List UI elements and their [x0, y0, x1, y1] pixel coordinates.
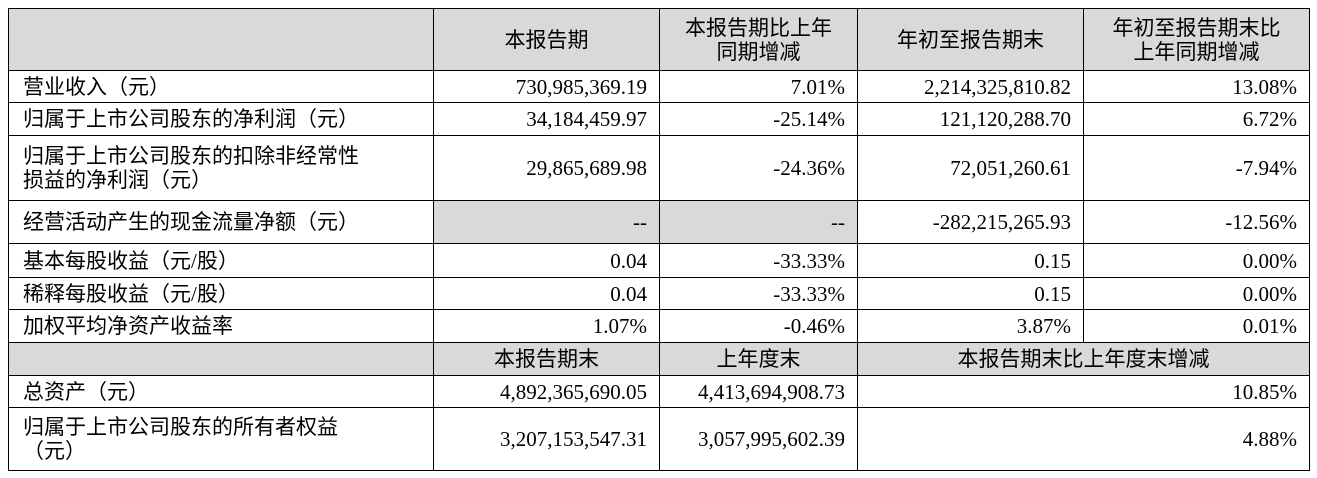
table-cell: -24.36%: [659, 135, 858, 201]
table-cell: 13.08%: [1083, 70, 1310, 103]
table-cell: 4.88%: [857, 407, 1310, 471]
table-cell: 3,207,153,547.31: [433, 407, 660, 471]
table-cell: -7.94%: [1083, 135, 1310, 201]
cell-line: 加权平均净资产收益率: [23, 314, 233, 338]
table-body: 本报告期 本报告期比上年 同期增减 年初至报告期末 年初至报告期末比 上年同期增减 营业收入…: [8, 8, 1310, 471]
cell-line: 经营活动产生的现金流量净额（元）: [23, 210, 359, 234]
cell-line: 归属于上市公司股东的净利润（元）: [23, 107, 359, 131]
table-cell: 0.15: [857, 277, 1084, 310]
table-cell: 1.07%: [433, 309, 660, 343]
table-cell: 经营活动产生的现金流量净额（元）: [8, 200, 434, 244]
table-cell: 29,865,689.98: [433, 135, 660, 201]
table-cell: 730,985,369.19: [433, 70, 660, 103]
table-row: 营业收入（元） 730,985,369.19 7.01% 2,214,325,810.…: [8, 70, 1310, 103]
table-cell: 6.72%: [1083, 102, 1310, 136]
table-cell: 72,051,260.61: [857, 135, 1084, 201]
table-cell: 归属于上市公司股东的扣除非经常性 损益的净利润（元）: [8, 135, 434, 201]
table-cell: -282,215,265.93: [857, 200, 1084, 244]
table-cell: 本报告期末: [433, 342, 660, 376]
cell-line: 稀释每股收益（元/股）: [23, 281, 239, 306]
cell-line: 总资产（元）: [23, 379, 149, 404]
table-cell: 10.85%: [857, 375, 1310, 408]
table-row: 总资产（元） 4,892,365,690.05 4,413,694,908.73 10…: [8, 375, 1310, 408]
cell-line: 营业收入（元）: [23, 74, 170, 99]
table-cell: --: [659, 200, 858, 244]
table-cell: 3,057,995,602.39: [659, 407, 858, 471]
table-cell: 总资产（元）: [8, 375, 434, 408]
cell-line: 归属于上市公司股东的所有者权益: [23, 415, 338, 439]
table-cell: 本报告期末比上年度末增减: [857, 342, 1310, 376]
table-cell: 0.00%: [1083, 243, 1310, 278]
table-cell: -12.56%: [1083, 200, 1310, 244]
table-cell: 营业收入（元）: [8, 70, 434, 103]
table-cell: [8, 342, 434, 376]
table-cell: -33.33%: [659, 277, 858, 310]
financial-table: 本报告期 本报告期比上年 同期增减 年初至报告期末 年初至报告期末比 上年同期增减 营业收入…: [8, 8, 1310, 471]
table-cell: 34,184,459.97: [433, 102, 660, 136]
table-row: 经营活动产生的现金流量净额（元） -- -- -282,215,265.93 -12.5…: [8, 200, 1310, 244]
table-cell: 加权平均净资产收益率: [8, 309, 434, 343]
table-cell: 0.00%: [1083, 277, 1310, 310]
cell-line: 年初至报告期末: [897, 27, 1044, 52]
cell-line: 同期增减: [716, 39, 801, 64]
cell-line: 上年同期增减: [1133, 39, 1260, 64]
table-cell: 4,413,694,908.73: [659, 375, 858, 408]
table-row: 加权平均净资产收益率 1.07% -0.46% 3.87% 0.01%: [8, 309, 1310, 343]
table-cell: 121,120,288.70: [857, 102, 1084, 136]
table-row: 本报告期末 上年度末 本报告期末比上年度末增减: [8, 342, 1310, 376]
table-row: 归属于上市公司股东的扣除非经常性 损益的净利润（元） 29,865,689.98 -2…: [8, 135, 1310, 201]
table-cell: --: [433, 200, 660, 244]
table-cell: 7.01%: [659, 70, 858, 103]
cell-line: 损益的净利润（元）: [23, 168, 212, 192]
table-row: 稀释每股收益（元/股） 0.04 -33.33% 0.15 0.00%: [8, 277, 1310, 310]
table-cell: 4,892,365,690.05: [433, 375, 660, 408]
table-row: 归属于上市公司股东的净利润（元） 34,184,459.97 -25.14% 121,…: [8, 102, 1310, 136]
table-cell: 3.87%: [857, 309, 1084, 343]
cell-line: 年初至报告期末比: [1112, 15, 1281, 40]
table-cell: 0.15: [857, 243, 1084, 278]
cell-line: 本报告期比上年: [685, 15, 832, 40]
cell-line: （元）: [23, 439, 86, 463]
table-cell: 0.04: [433, 277, 660, 310]
table-cell: 0.04: [433, 243, 660, 278]
cell-line: 本报告期: [504, 27, 589, 52]
table-row: 基本每股收益（元/股） 0.04 -33.33% 0.15 0.00%: [8, 243, 1310, 278]
table-cell: 基本每股收益（元/股）: [8, 243, 434, 278]
table-cell: 稀释每股收益（元/股）: [8, 277, 434, 310]
table-cell: 归属于上市公司股东的所有者权益 （元）: [8, 407, 434, 471]
table-cell: -25.14%: [659, 102, 858, 136]
table-cell: 2,214,325,810.82: [857, 70, 1084, 103]
table-row: 归属于上市公司股东的所有者权益 （元） 3,207,153,547.31 3,057,…: [8, 407, 1310, 471]
table-cell: -0.46%: [659, 309, 858, 343]
table-row: 本报告期 本报告期比上年 同期增减 年初至报告期末 年初至报告期末比 上年同期增减: [8, 8, 1310, 71]
table-cell: [8, 8, 434, 71]
table-cell: 本报告期比上年 同期增减: [659, 8, 858, 71]
table-cell: -33.33%: [659, 243, 858, 278]
table-cell: 本报告期: [433, 8, 660, 71]
cell-line: 归属于上市公司股东的扣除非经常性: [23, 144, 359, 168]
table-cell: 年初至报告期末: [857, 8, 1084, 71]
table-cell: 年初至报告期末比 上年同期增减: [1083, 8, 1310, 71]
table-cell: 归属于上市公司股东的净利润（元）: [8, 102, 434, 136]
table-cell: 上年度末: [659, 342, 858, 376]
table-cell: 0.01%: [1083, 309, 1310, 343]
cell-line: 基本每股收益（元/股）: [23, 248, 239, 273]
